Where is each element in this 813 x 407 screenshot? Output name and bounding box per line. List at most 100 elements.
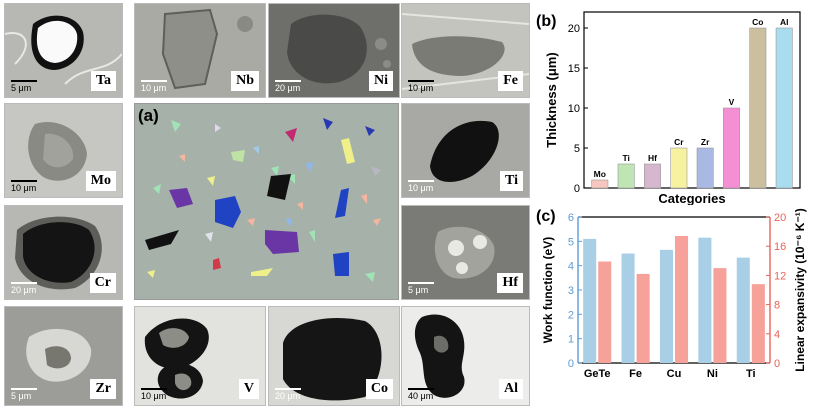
micrograph-fe: 10 μm Fe	[401, 3, 530, 98]
y-axis-title-left-c: Work function (eV)	[541, 237, 555, 343]
micrograph-ti-image	[430, 120, 499, 182]
micrograph-al: 40 μm Al	[401, 306, 530, 406]
panel-label-b: (b)	[536, 13, 556, 30]
scale-bar-hf: 5 μm	[408, 282, 434, 295]
y-tick-label-b: 20	[568, 23, 580, 35]
micrograph-v: 10 μm V	[134, 306, 266, 406]
work-function-bar-gete	[583, 238, 597, 363]
bar-hf	[644, 163, 661, 189]
bar-zr	[696, 147, 714, 189]
y-tick-label-b: 5	[574, 143, 580, 155]
scale-bar-cr: 20 μm	[11, 282, 37, 295]
element-label-hf: Hf	[497, 273, 523, 293]
element-label-ti: Ti	[500, 171, 523, 191]
scale-bar-al: 40 μm	[408, 388, 434, 401]
element-label-ta: Ta	[90, 71, 116, 91]
panel-a-particle-map: (a)	[134, 103, 399, 300]
micrograph-cr-image	[15, 216, 102, 290]
y-axis-title-b: Thickness (μm)	[544, 52, 559, 147]
work-function-bar-cu	[659, 249, 673, 363]
micrograph-co-image	[283, 317, 382, 401]
work-function-bar-ti	[736, 257, 750, 363]
left-tick-label-c: 4	[568, 261, 574, 273]
bar-label-al: Al	[780, 17, 789, 27]
right-tick-label-c: 8	[774, 300, 780, 312]
y-tick-label-b: 15	[568, 63, 580, 75]
element-label-cr: Cr	[89, 273, 116, 293]
micrograph-hf: 5 μm Hf	[401, 205, 530, 300]
left-tick-label-c: 2	[568, 309, 574, 321]
micrograph-hf-image	[434, 226, 495, 279]
left-tick-label-c: 5	[568, 236, 574, 248]
micrograph-mo-image	[28, 122, 87, 181]
bar-ti	[617, 163, 635, 189]
element-label-ni: Ni	[369, 71, 393, 91]
right-tick-label-c: 16	[774, 241, 786, 253]
plot-frame-b	[583, 11, 801, 189]
x-tick-label-fe: Fe	[629, 368, 642, 380]
micrograph-zr-image	[26, 328, 92, 382]
micrograph-ta: 5 μm Ta	[4, 3, 123, 98]
scale-bar-fe: 10 μm	[408, 80, 434, 93]
expansivity-bar-fe	[636, 273, 650, 363]
bar-label-ti: Ti	[622, 153, 629, 163]
right-tick-label-c: 0	[774, 358, 780, 370]
scale-bar-v: 10 μm	[141, 388, 167, 401]
micrograph-nb: 10 μm Nb	[134, 3, 266, 98]
scale-bar-mo: 10 μm	[11, 180, 37, 193]
y-axis-title-right-c: Linear expansivity (10⁻⁶ K⁻¹)	[793, 208, 807, 372]
bar-co	[749, 27, 767, 189]
bar-label-v: V	[729, 97, 735, 107]
scale-bar-ti: 10 μm	[408, 180, 434, 193]
element-label-zr: Zr	[90, 379, 116, 399]
element-label-mo: Mo	[85, 171, 116, 191]
right-tick-label-c: 12	[774, 270, 786, 282]
expansivity-bar-ni	[713, 268, 727, 363]
work-function-bar-ni	[698, 237, 712, 363]
particle-map-image	[145, 118, 381, 282]
x-tick-label-cu: Cu	[667, 368, 682, 380]
y-tick-label-b: 0	[574, 183, 580, 195]
bar-v	[723, 107, 740, 189]
x-tick-label-ti: Ti	[746, 368, 756, 380]
scale-bar-co: 20 μm	[275, 388, 301, 401]
bar-label-hf: Hf	[648, 153, 657, 163]
work-function-bar-fe	[621, 253, 635, 363]
element-label-nb: Nb	[231, 71, 259, 91]
left-tick-label-c: 6	[568, 212, 574, 224]
x-axis-title-b: Categories	[658, 191, 725, 205]
micrograph-ni-image	[287, 14, 391, 84]
micrograph-co: 20 μm Co	[268, 306, 400, 406]
right-tick-label-c: 20	[774, 212, 786, 224]
y-tick-label-b: 10	[568, 103, 580, 115]
element-label-al: Al	[499, 379, 523, 399]
micrograph-ni: 20 μm Ni	[268, 3, 400, 98]
left-tick-label-c: 1	[568, 334, 574, 346]
scale-bar-ta: 5 μm	[11, 80, 37, 93]
element-label-v: V	[238, 379, 259, 399]
element-label-fe: Fe	[498, 71, 523, 91]
micrograph-v-image	[144, 318, 209, 399]
panel-label-c: (c)	[536, 208, 556, 225]
micrograph-zr: 5 μm Zr	[4, 306, 123, 406]
bar-label-zr: Zr	[701, 137, 710, 147]
micrograph-ta-image	[5, 15, 122, 85]
scale-bar-nb: 10 μm	[141, 80, 167, 93]
bar-label-mo: Mo	[594, 169, 606, 179]
right-tick-label-c: 4	[774, 329, 780, 341]
micrograph-al-image	[414, 314, 465, 398]
scale-bar-zr: 5 μm	[11, 388, 37, 401]
bar-mo	[591, 179, 609, 189]
bar-label-co: Co	[752, 17, 763, 27]
x-tick-label-gete: GeTe	[584, 368, 611, 380]
panel-a-label: (a)	[138, 106, 159, 125]
x-tick-label-ni: Ni	[707, 368, 718, 380]
left-tick-label-c: 0	[568, 358, 574, 370]
left-tick-label-c: 3	[568, 285, 574, 297]
expansivity-bar-ti	[751, 284, 765, 363]
micrograph-cr: 20 μm Cr	[4, 205, 123, 300]
element-label-co: Co	[365, 379, 393, 399]
bar-cr	[670, 147, 688, 189]
bar-label-cr: Cr	[674, 137, 684, 147]
